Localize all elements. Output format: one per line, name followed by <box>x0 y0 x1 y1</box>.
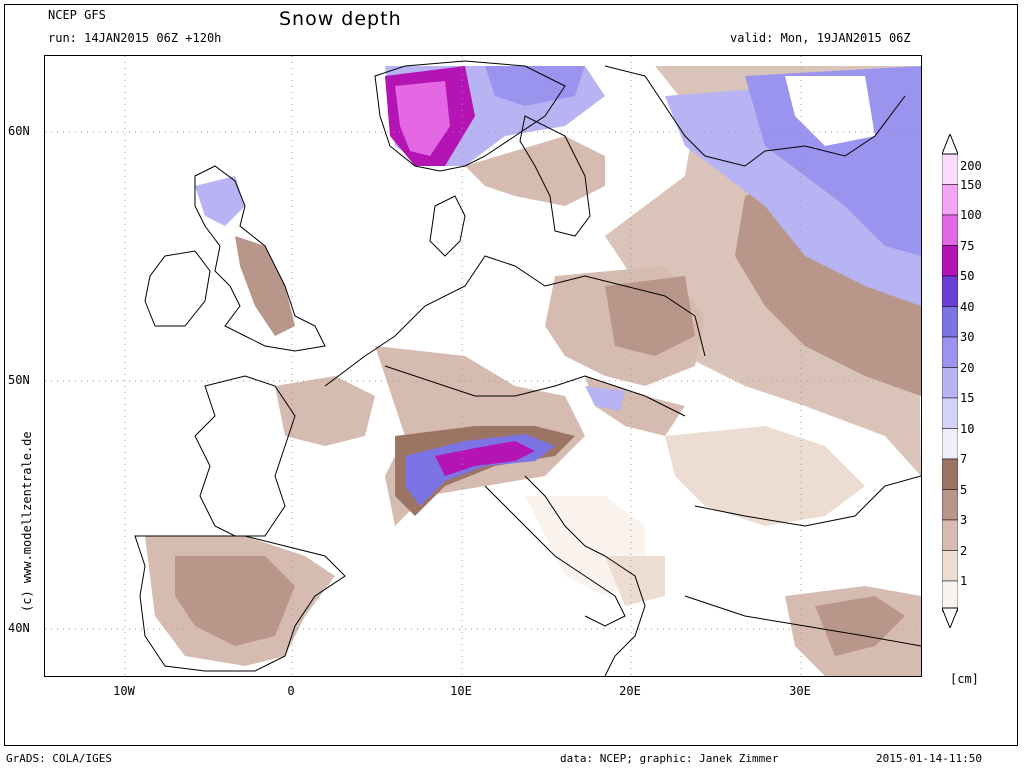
data-credit: data: NCEP; graphic: Janek Zimmer <box>560 752 779 765</box>
legend-swatch-200 <box>942 153 958 185</box>
legend-label-40: 40 <box>960 299 975 314</box>
legend-label-3: 3 <box>960 513 968 527</box>
legend-label-2: 2 <box>960 543 968 558</box>
legend-label-10: 10 <box>960 421 975 436</box>
legend-swatch-30 <box>942 336 958 368</box>
legend-swatch-75 <box>942 245 958 277</box>
lat-label-40n: 40N <box>8 621 30 635</box>
snow-depth-map <box>44 55 922 677</box>
snow-shading <box>145 66 921 676</box>
lon-label-10e: 10E <box>450 684 472 698</box>
legend-label-7: 7 <box>960 452 968 466</box>
legend-swatch-20 <box>942 367 958 399</box>
legend-label-15: 15 <box>960 391 975 405</box>
model-label: NCEP GFS <box>48 8 106 22</box>
legend-swatch-10 <box>942 428 958 460</box>
legend-swatch-3 <box>942 519 958 551</box>
lat-label-50n: 50N <box>8 373 30 387</box>
website-credit: (c) www.modellzentrale.de <box>20 431 34 612</box>
timestamp: 2015-01-14-11:50 <box>876 752 982 765</box>
lon-label-0: 0 <box>287 684 295 698</box>
legend-label-20: 20 <box>960 360 975 375</box>
legend-label-75: 75 <box>960 238 975 253</box>
legend-label-100: 100 <box>960 208 982 222</box>
coastlines <box>134 60 921 676</box>
legend-swatch-40 <box>942 306 958 338</box>
legend-label-1: 1 <box>960 574 968 588</box>
legend-swatch-2 <box>942 550 958 582</box>
plot-frame <box>4 4 1018 746</box>
lat-label-60n: 60N <box>8 124 30 138</box>
valid-label: valid: Mon, 19JAN2015 06Z <box>730 31 911 45</box>
legend-label-5: 5 <box>960 482 968 497</box>
lon-label-10w: 10W <box>113 684 135 698</box>
legend-swatch-100 <box>942 214 958 246</box>
lon-label-20e: 20E <box>619 684 641 698</box>
legend-swatch-15 <box>942 397 958 429</box>
run-label: run: 14JAN2015 06Z +120h <box>48 31 222 45</box>
legend-label-50: 50 <box>960 269 975 283</box>
legend-swatch-150 <box>942 184 958 216</box>
lon-label-30e: 30E <box>789 684 811 698</box>
map-title: Snow depth <box>279 8 402 30</box>
legend-swatch-1 <box>942 580 958 612</box>
legend-label-30: 30 <box>960 330 975 344</box>
legend-label-150: 150 <box>960 177 982 192</box>
legend-label-200: 200 <box>960 159 982 173</box>
legend-swatch-7 <box>942 458 958 490</box>
legend-swatch-5 <box>942 489 958 521</box>
software-credit: GrADS: COLA/IGES <box>6 752 112 765</box>
unit-label: [cm] <box>950 672 979 686</box>
color-bar <box>942 134 958 628</box>
legend-swatch-50 <box>942 275 958 307</box>
graticule <box>45 56 921 676</box>
